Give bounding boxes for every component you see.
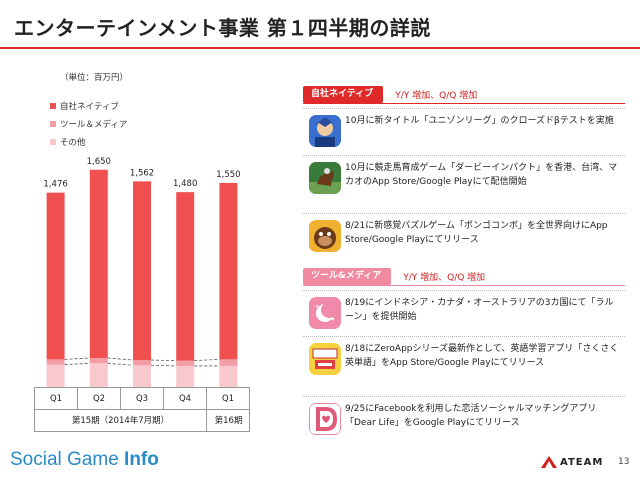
total-label: 1,650 [87,157,111,167]
quarter-row: Q1 Q2 Q3 Q4 Q1 [35,388,249,410]
period-label-15: 第15期（2014年7月期） [35,410,207,432]
legend-item-other: その他 [50,133,127,151]
total-label: 1,476 [43,180,67,190]
quarter-label: Q1 [221,394,235,404]
bar-segment-tools-media [176,360,195,366]
list-item: 8/19にインドネシア・カナダ・オーストラリアの3カ国にて「ラルーン」を提供開始 [303,290,625,336]
quarter-label: Q2 [78,388,121,410]
horse-racing-game-icon [309,162,341,194]
connector-line [64,362,90,366]
list-item: 9/25にFacebookを利用した恋活ソーシャルマッチングアプリ「Dear L… [303,396,625,442]
page-number: 13 [618,457,630,467]
gorilla-puzzle-game-icon [309,220,341,252]
list-item: 10月に新タイトル「ユニゾンリーグ」のクローズドβテストを実施 [303,108,625,154]
ateam-logo: ATEAM [541,456,603,468]
list-item: 8/18にZeroAppシリーズ最新作として、英語学習アプリ「さくさく英単語」を… [303,336,625,382]
section-header-tools-media: ツール&メディア Y/Y 増加、Q/Q 増加 [303,266,485,286]
list-item: 10月に競走馬育成ゲーム「ダービーインパクト」を香港、台湾、マカオのApp St… [303,155,625,201]
legend-swatch-own-native [50,103,56,109]
news-text: 8/19にインドネシア・カナダ・オーストラリアの3カ国にて「ラルーン」を提供開始 [345,298,614,322]
section-tag: ツール&メディア [303,267,392,285]
legend-label: その他 [60,138,86,148]
unit-label: （単位：百万円） [60,73,129,83]
section-tag: 自社ネイティブ [303,85,384,103]
bar-segment-tools-media [133,360,151,366]
connector-line [150,359,177,362]
bar-segment-own-native [176,192,195,361]
connector-line [107,362,134,366]
news-text: 10月に新タイトル「ユニゾンリーグ」のクローズドβテストを実施 [345,116,614,126]
bar-segment-tools-media [219,359,238,366]
news-text: 10月に競走馬育成ゲーム「ダービーインパクト」を香港、台湾、マカオのApp St… [345,163,618,187]
bar-segment-other [133,365,151,387]
brand-text-b: Info [124,449,159,470]
dating-app-icon [309,403,341,435]
ateam-mark-icon [541,456,557,468]
connector-line [194,358,220,362]
brand-text-a: Social Game [10,449,125,470]
bar-segment-own-native [133,181,151,361]
total-label: 1,480 [173,179,197,189]
legend-item-tools-media: ツール＆メディア [50,115,127,133]
period-row: 第15期（2014年7月期） 第16期 [35,410,249,432]
legend-item-own-native: 自社ネイティブ [50,97,127,115]
connector-line [107,357,134,361]
moon-app-icon [309,297,341,329]
period-label-16: 第16期 [214,416,243,426]
quarter-label: Q3 [121,388,164,410]
x-axis-table: Q1 Q2 Q3 Q4 Q1 第15期（2014年7月期） 第16期 [34,387,250,432]
bar-segment-own-native [46,192,65,360]
news-text: 9/25にFacebookを利用した恋活ソーシャルマッチングアプリ「Dear L… [345,404,597,428]
news-text: 8/18にZeroAppシリーズ最新作として、英語学習アプリ「さくさく英単語」を… [345,344,619,368]
list-item: 8/21に新感覚パズルゲーム「ポンゴコンボ」を全世界向けにApp Store/G… [303,213,625,259]
bar-segment-own-native [89,169,108,359]
section-divider [303,285,625,286]
bar-segment-other [89,363,108,387]
bar-segment-tools-media [89,358,108,364]
section-subtitle: Y/Y 増加、Q/Q 増加 [395,90,478,101]
page-title: エンターテインメント事業 第１四半期の詳説 [14,16,431,40]
section-divider [303,103,625,104]
legend-label: 自社ネイティブ [60,102,119,112]
section-header-own-native: 自社ネイティブ Y/Y 増加、Q/Q 増加 [303,84,477,104]
bar-segment-own-native [219,182,238,360]
social-game-info-logo: Social Game Info [10,449,159,471]
legend-swatch-other [50,139,56,145]
connector-line [64,357,90,360]
bar-segment-other [46,364,65,387]
news-text: 8/21に新感覚パズルゲーム「ポンゴコンボ」を全世界向けにApp Store/G… [345,221,608,245]
total-label: 1,550 [216,170,240,180]
anime-hero-game-icon [309,115,341,147]
bar-segment-other [176,365,195,387]
logo-text: ATEAM [560,456,604,468]
legend-label: ツール＆メディア [60,120,128,130]
total-label: 1,562 [130,168,154,178]
section-subtitle: Y/Y 増加、Q/Q 増加 [403,272,486,283]
english-vocab-app-icon [309,343,341,375]
title-divider [0,47,640,49]
quarter-label: Q1 [35,388,78,410]
bar-segment-other [219,365,238,387]
connector-line [150,364,177,367]
bar-segment-tools-media [46,359,65,365]
quarter-label: Q4 [164,388,207,410]
chart-legend: 自社ネイティブ ツール＆メディア その他 [50,97,127,151]
legend-swatch-tools-media [50,121,56,127]
